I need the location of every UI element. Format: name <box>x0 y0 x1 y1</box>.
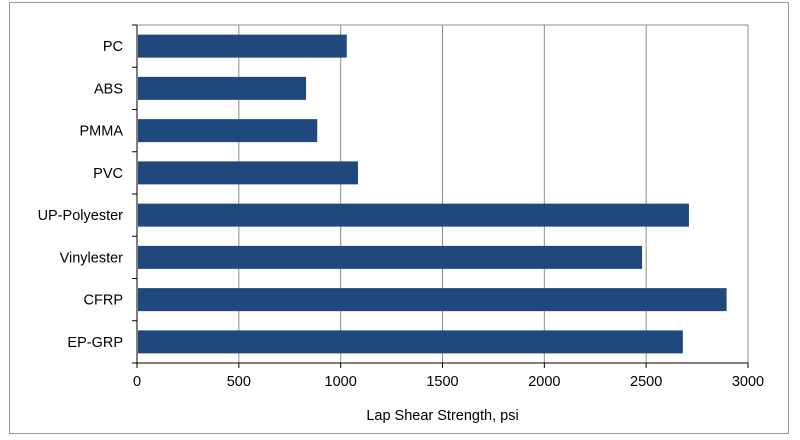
x-tick-label: 0 <box>133 374 141 390</box>
bar-abs <box>138 76 307 100</box>
x-tick-label: 1500 <box>426 374 458 390</box>
x-tick-label: 1000 <box>325 374 357 390</box>
category-label: PMMA <box>80 124 124 140</box>
axes <box>132 24 749 368</box>
bar-pvc <box>138 161 358 185</box>
x-tick-label: 2000 <box>528 374 560 390</box>
category-label: CFRP <box>84 293 123 309</box>
bar-ep-grp <box>138 330 683 354</box>
category-label: PVC <box>93 166 123 182</box>
bar-up-polyester <box>138 203 689 227</box>
x-tick-label: 2500 <box>630 374 662 390</box>
labels: 0 500 1000 1500 2000 2500 3000 PC ABS PMMA PVC UP-P… <box>38 39 765 390</box>
x-tick-label: 3000 <box>732 374 764 390</box>
category-label: EP-GRP <box>67 335 123 351</box>
category-label: PC <box>103 39 123 55</box>
x-axis-title: Lap Shear Strength, psi <box>366 408 518 424</box>
bars <box>138 34 727 354</box>
bar-pc <box>138 34 347 58</box>
bar-pmma <box>138 119 318 143</box>
gridlines <box>137 24 749 363</box>
bar-cfrp <box>138 288 727 312</box>
bar-vinylester <box>138 245 643 269</box>
category-label: UP-Polyester <box>38 208 124 224</box>
category-label: Vinylester <box>60 250 124 266</box>
category-label: ABS <box>94 81 123 97</box>
x-tick-label: 500 <box>227 374 251 390</box>
